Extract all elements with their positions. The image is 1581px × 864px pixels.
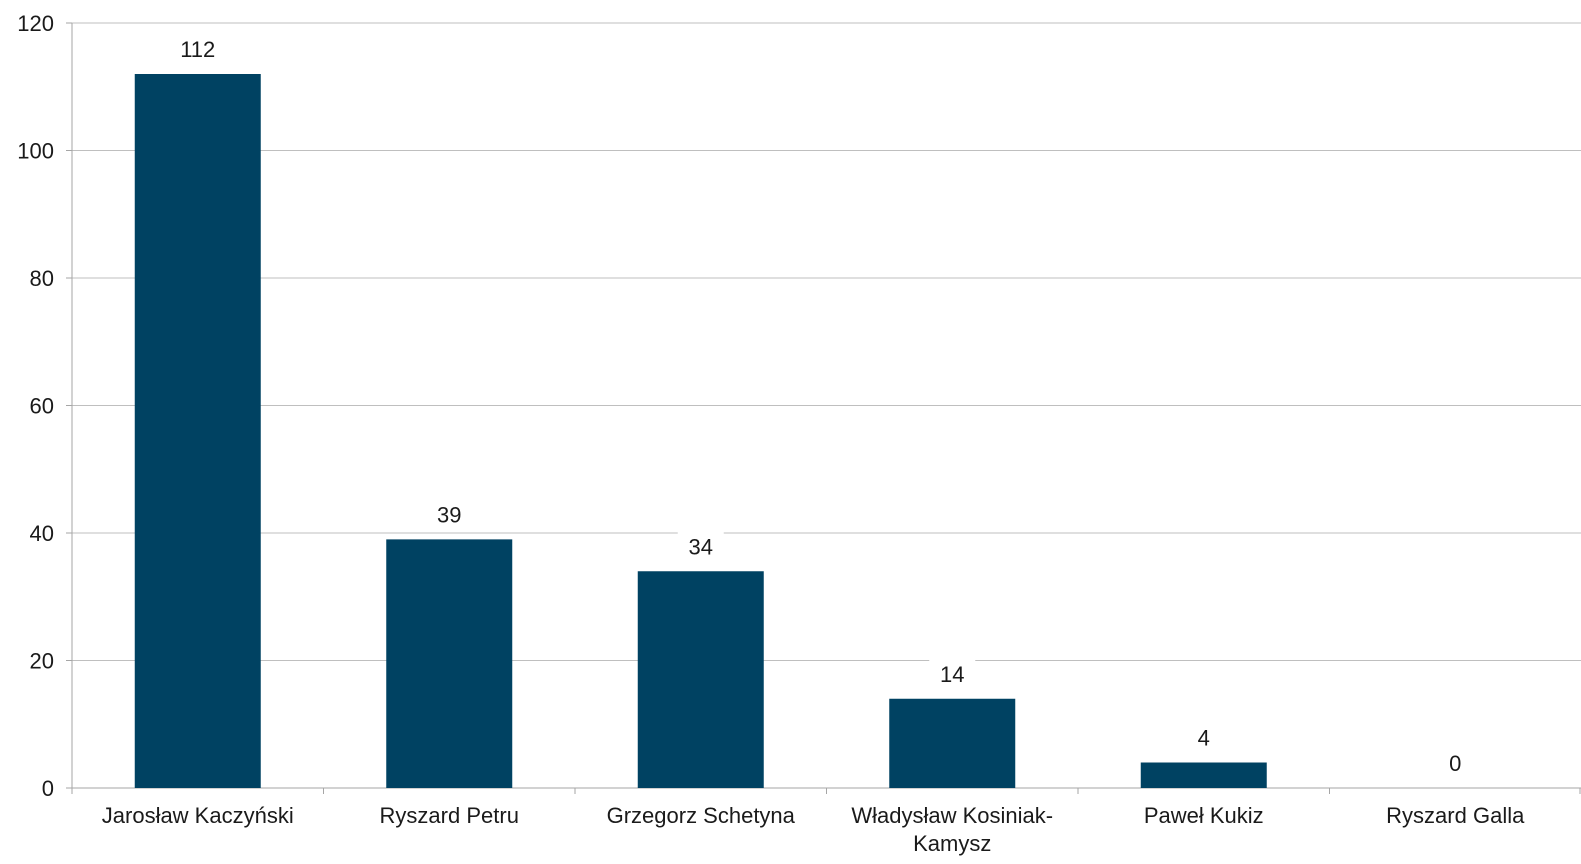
- data-label: 34: [689, 534, 713, 559]
- x-category-label: Władysław Kosiniak-: [851, 803, 1053, 828]
- gridlines: [72, 22, 1581, 661]
- data-label-background: [929, 658, 976, 689]
- x-category-label: Kamysz: [913, 831, 991, 856]
- data-label: 14: [940, 662, 964, 687]
- data-label-background: [677, 531, 724, 562]
- y-tick-label: 120: [17, 11, 54, 36]
- bars: [134, 74, 1267, 788]
- y-tick-label: 100: [17, 139, 54, 164]
- bar: [386, 539, 513, 788]
- bar: [134, 74, 261, 788]
- data-label: 39: [437, 502, 461, 527]
- y-tick-label: 0: [42, 776, 54, 801]
- y-tick-label: 40: [30, 521, 54, 546]
- x-category-label: Ryszard Galla: [1386, 803, 1525, 828]
- data-label: 0: [1449, 751, 1461, 776]
- bar: [889, 698, 1016, 788]
- data-label: 4: [1198, 726, 1210, 751]
- data-label-background: [168, 34, 228, 64]
- bar: [637, 571, 764, 788]
- x-category-label: Paweł Kukiz: [1144, 803, 1264, 828]
- x-category-label: Grzegorz Schetyna: [607, 803, 796, 828]
- data-label: 112: [180, 37, 215, 62]
- y-tick-label: 80: [30, 266, 54, 291]
- x-category-label: Jarosław Kaczyński: [102, 803, 294, 828]
- x-category-label: Ryszard Petru: [380, 803, 519, 828]
- data-label-background: [426, 499, 473, 530]
- y-tick-label: 60: [30, 394, 54, 419]
- axes: [66, 22, 1581, 794]
- data-label-background: [1187, 722, 1221, 753]
- data-label-background: [1438, 748, 1472, 778]
- y-tick-label: 20: [30, 649, 54, 674]
- bar: [1140, 762, 1267, 788]
